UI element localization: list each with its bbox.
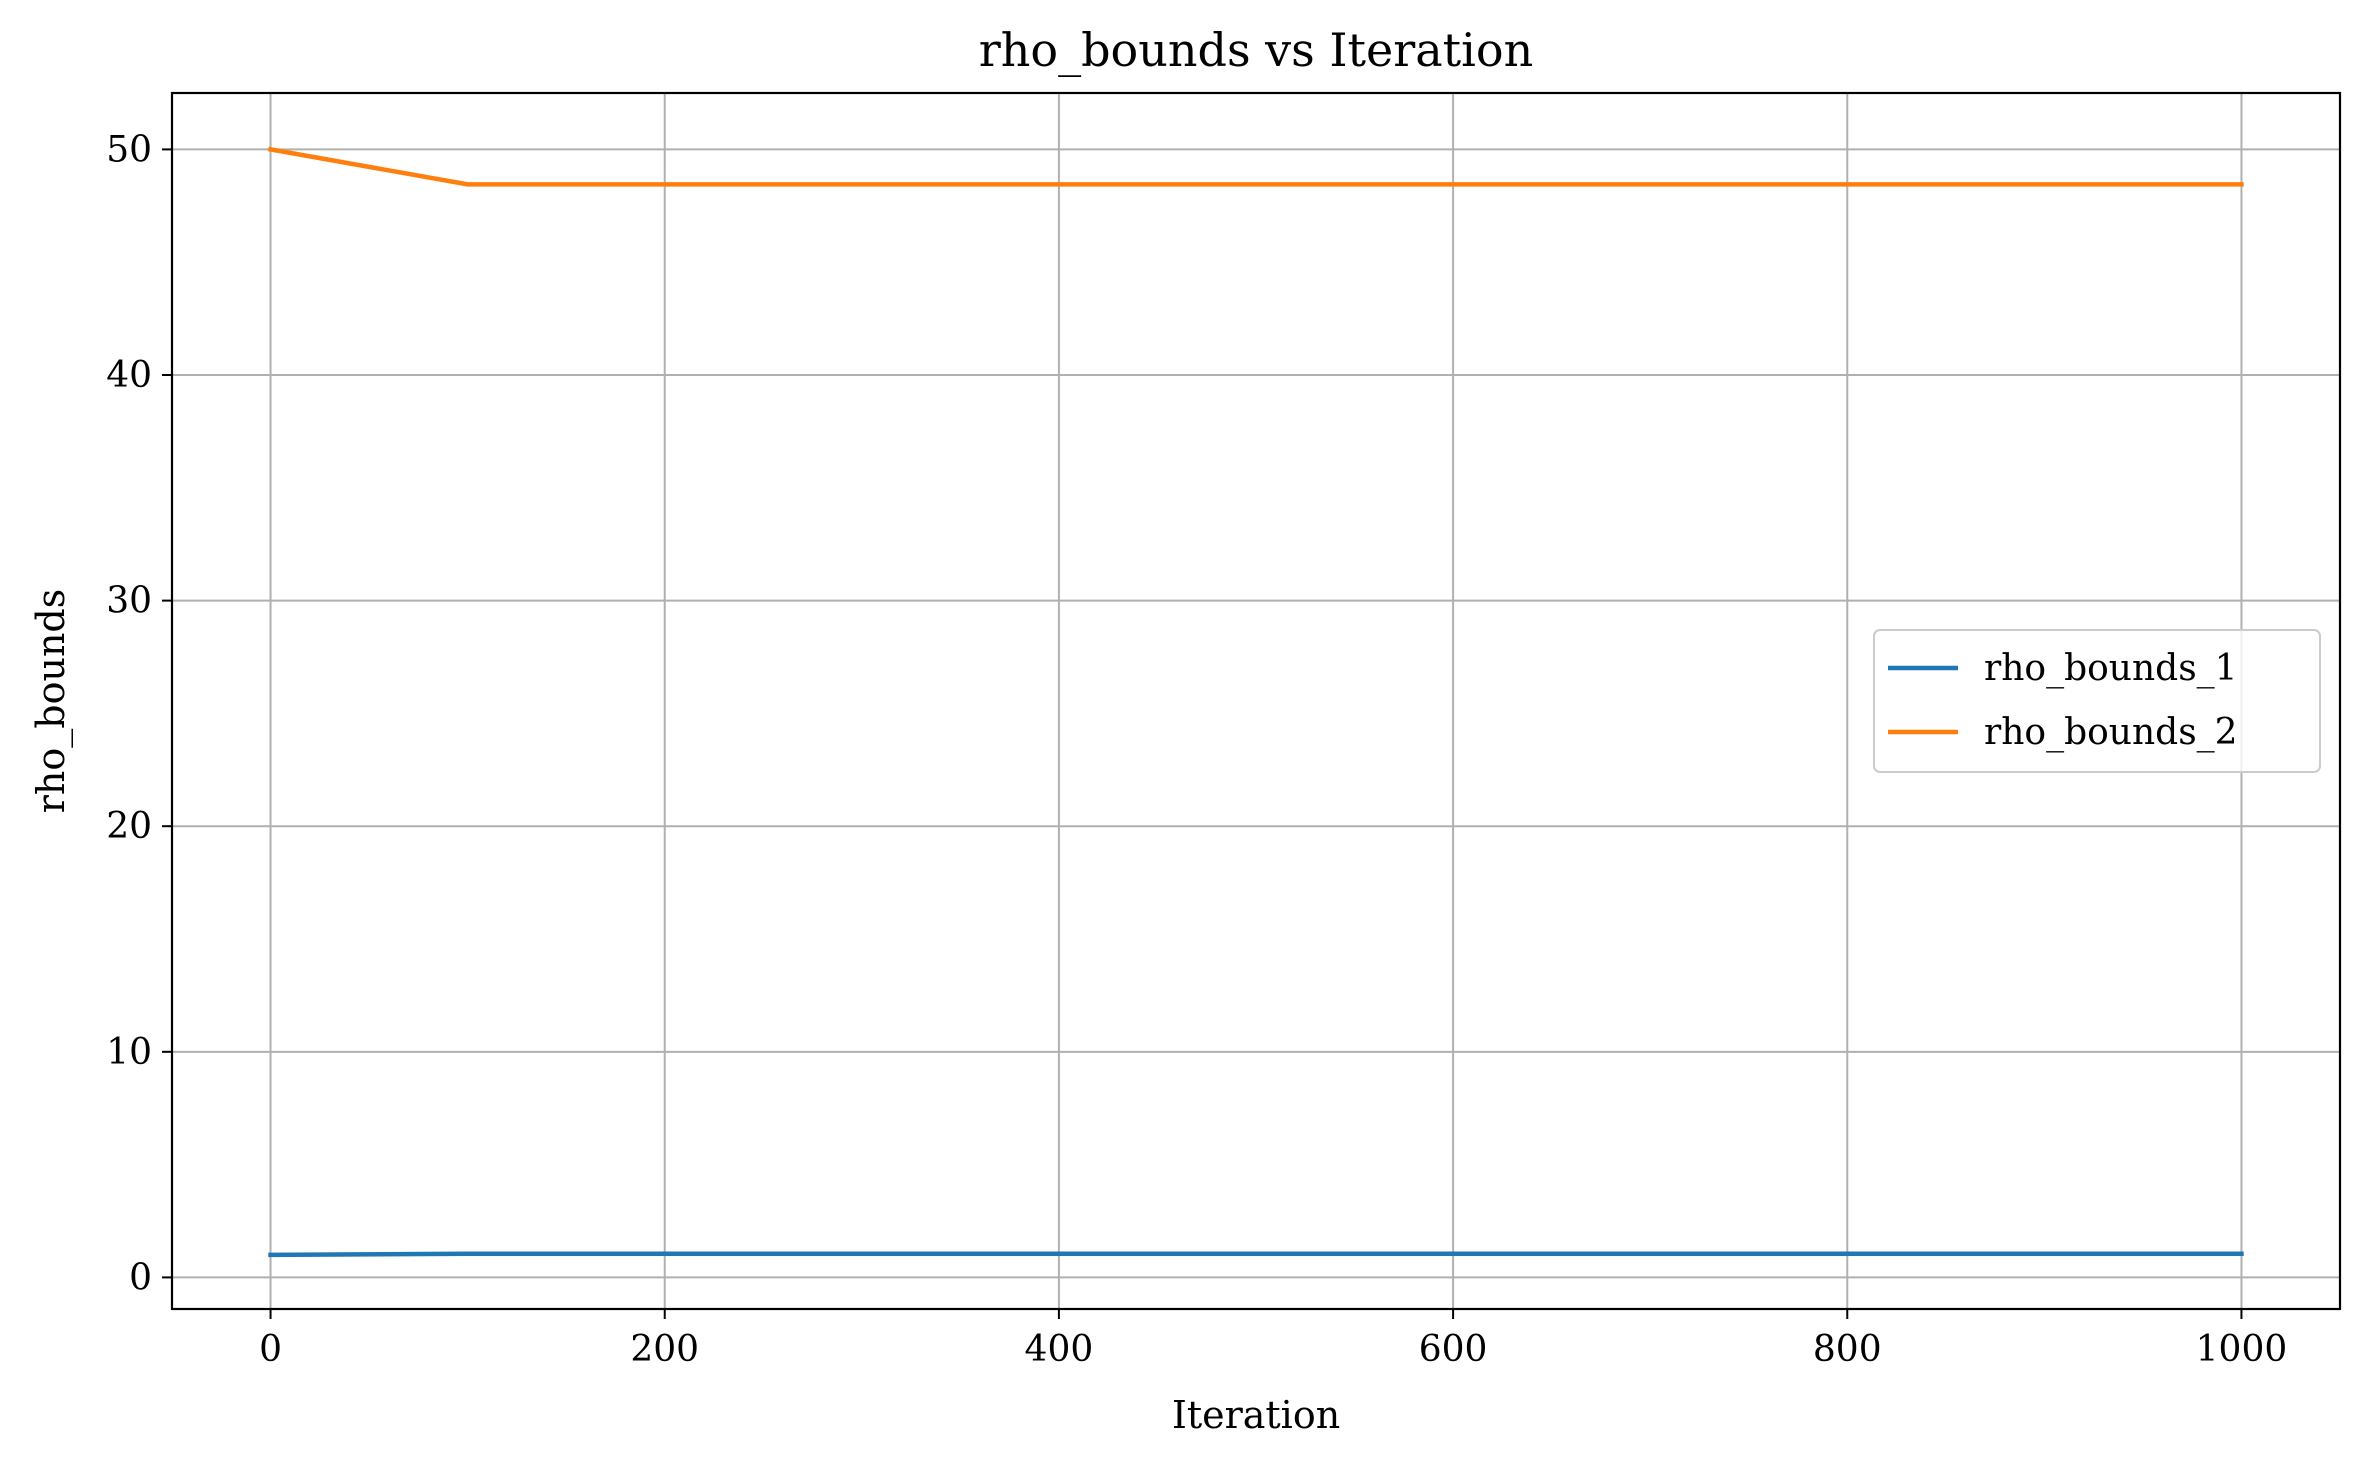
legend: rho_bounds_1 rho_bounds_2 [1873,629,2321,773]
x-axis-ticks: 0 200 400 600 800 1000 [259,1309,2287,1370]
y-tick-label: 20 [106,806,152,847]
plot-frame [170,91,2342,1311]
series-line-rho_bounds_1 [268,1251,2244,1258]
y-tick-label: 10 [106,1032,152,1073]
x-tick-label: 600 [1419,1329,1488,1370]
series-lines [267,146,2244,1258]
grid [172,93,2340,1309]
y-tick-label: 50 [106,129,152,170]
legend-label: rho_bounds_2 [1984,712,2238,753]
y-axis-label: rho_bounds [29,589,74,814]
x-tick-label: 0 [259,1329,282,1370]
x-tick-label: 1000 [2196,1329,2288,1370]
legend-box [1873,629,2321,773]
x-tick-label: 400 [1025,1329,1094,1370]
y-tick-label: 0 [129,1257,152,1298]
chart-title: rho_bounds vs Iteration [979,23,1533,77]
x-axis-label: Iteration [1172,1393,1340,1437]
series-line-rho_bounds_2 [267,146,2244,187]
x-tick-label: 200 [630,1329,699,1370]
y-axis-ticks: 0 10 20 30 40 50 [106,129,172,1298]
x-tick-label: 800 [1813,1329,1882,1370]
y-tick-label: 30 [106,581,152,622]
y-tick-label: 40 [106,355,152,396]
legend-label: rho_bounds_1 [1984,648,2238,689]
